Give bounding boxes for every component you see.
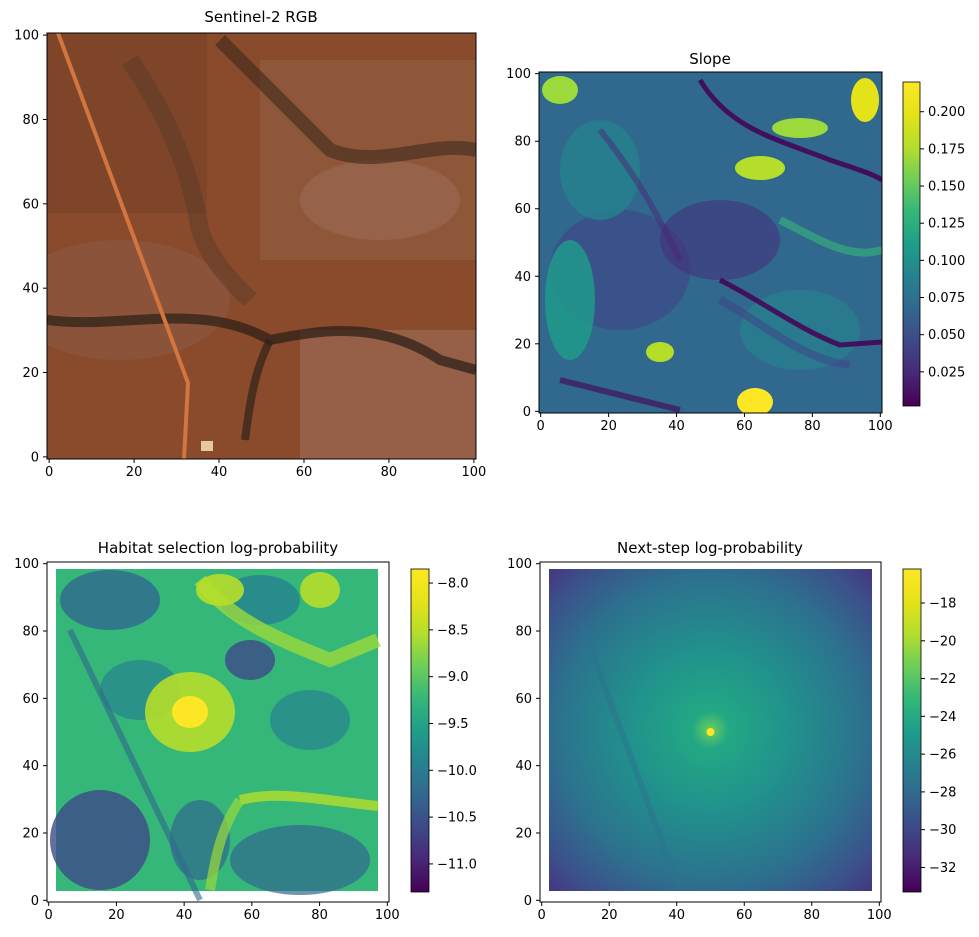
y-tick-label: 80 xyxy=(22,113,39,128)
colorbar-tick-label: −11.0 xyxy=(437,857,477,872)
colorbar-tick-label: 0.200 xyxy=(928,105,965,120)
x-tick-label: 40 xyxy=(668,908,685,923)
next-step-image xyxy=(540,562,881,902)
x-tick-label: 60 xyxy=(736,419,753,434)
colorbar-tick-label: −26 xyxy=(929,748,956,763)
colorbar-tick-label: −18 xyxy=(929,597,956,612)
colorbar-tick-label: 0.150 xyxy=(928,180,965,195)
axes-frame-next-step xyxy=(539,561,882,903)
panel-title-next-step: Next-step log-probability xyxy=(617,539,803,557)
axes-frame-rgb xyxy=(46,32,477,460)
axes-frame-habitat xyxy=(46,561,390,903)
habitat-image xyxy=(47,562,389,902)
colorbar-tick-label: −32 xyxy=(929,861,956,876)
panel-slope: Slope 0 20 40 60 80 100 0 20 40 60 80 100 0.025 0.05… xyxy=(506,50,965,434)
y-tick-label: 100 xyxy=(14,29,39,44)
y-tick-label: 0 xyxy=(31,450,39,465)
panel-title-slope: Slope xyxy=(689,50,731,68)
x-tick-label: 60 xyxy=(244,908,261,923)
y-tick-label: 0 xyxy=(31,894,39,909)
x-tick-label: 0 xyxy=(45,908,53,923)
x-tick-label: 20 xyxy=(601,908,618,923)
colorbar-tick-label: 0.075 xyxy=(928,291,965,306)
x-tick-label: 80 xyxy=(804,419,821,434)
x-tick-label: 80 xyxy=(311,908,328,923)
panel-title-habitat: Habitat selection log-probability xyxy=(98,539,339,557)
colorbar-next-step xyxy=(902,568,922,893)
colorbar-tick-label: 0.100 xyxy=(928,254,965,269)
y-tick-label: 100 xyxy=(507,557,532,572)
colorbar-tick-label: 0.125 xyxy=(928,217,965,232)
y-tick-label: 40 xyxy=(22,759,39,774)
x-tick-label: 0 xyxy=(538,908,546,923)
peak-marker xyxy=(706,728,715,736)
colorbar-tick-label: −20 xyxy=(929,634,956,649)
x-tick-label: 100 xyxy=(375,908,400,923)
y-tick-label: 80 xyxy=(515,625,532,640)
panel-sentinel2-rgb: Sentinel-2 RGB 0 20 40 60 80 100 0 20 40 60 80 100 xyxy=(14,8,486,480)
x-tick-label: 0 xyxy=(537,419,545,434)
y-tick-label: 0 xyxy=(523,405,531,420)
colorbar-tick-label: 0.025 xyxy=(928,365,965,380)
y-tick-label: 20 xyxy=(22,826,39,841)
y-tick-label: 40 xyxy=(514,270,531,285)
x-tick-label: 60 xyxy=(296,465,313,480)
colorbar-tick-label: −28 xyxy=(929,785,956,800)
y-tick-label: 20 xyxy=(514,337,531,352)
y-tick-label: 60 xyxy=(514,202,531,217)
colorbar-tick-label: −8.5 xyxy=(437,623,469,638)
colorbar-tick-label: 0.175 xyxy=(928,142,965,157)
colorbar-tick-label: −22 xyxy=(929,672,956,687)
y-tick-label: 40 xyxy=(515,759,532,774)
axes-frame-slope xyxy=(538,71,883,414)
colorbar-tick-label: −9.0 xyxy=(437,670,469,685)
y-tick-label: 20 xyxy=(515,826,532,841)
x-tick-label: 100 xyxy=(461,465,486,480)
y-tick-label: 60 xyxy=(515,692,532,707)
y-tick-label: 80 xyxy=(22,625,39,640)
rgb-image xyxy=(47,33,476,459)
colorbar-tick-label: 0.050 xyxy=(928,328,965,343)
colorbar-tick-label: −10.0 xyxy=(437,764,477,779)
x-tick-label: 40 xyxy=(176,908,193,923)
y-tick-label: 20 xyxy=(22,366,39,381)
y-tick-label: 0 xyxy=(524,894,532,909)
colorbar-tick-label: −8.0 xyxy=(437,577,469,592)
x-tick-label: 40 xyxy=(211,465,228,480)
x-tick-label: 60 xyxy=(736,908,753,923)
slope-image xyxy=(539,72,882,413)
x-tick-label: 100 xyxy=(868,419,893,434)
panel-next-step: Next-step log-probability 0 20 40 60 80 100 0 2… xyxy=(507,539,956,923)
y-tick-label: 60 xyxy=(22,692,39,707)
panel-habitat-selection: Habitat selection log-probability 0 20 40 6… xyxy=(14,539,477,923)
x-tick-label: 100 xyxy=(867,908,892,923)
y-tick-label: 40 xyxy=(22,282,39,297)
y-tick-label: 100 xyxy=(14,557,39,572)
y-tick-label: 80 xyxy=(514,135,531,150)
x-tick-label: 80 xyxy=(804,908,821,923)
y-tick-label: 100 xyxy=(506,67,531,82)
x-tick-label: 20 xyxy=(126,465,143,480)
colorbar-tick-label: −10.5 xyxy=(437,811,477,826)
y-tick-label: 60 xyxy=(22,197,39,212)
colorbar-tick-label: −9.5 xyxy=(437,717,469,732)
x-tick-label: 40 xyxy=(668,419,685,434)
x-tick-label: 0 xyxy=(45,465,53,480)
x-tick-label: 20 xyxy=(108,908,125,923)
colorbar-habitat xyxy=(410,568,430,893)
x-tick-label: 80 xyxy=(381,465,398,480)
x-tick-label: 20 xyxy=(600,419,617,434)
colorbar-tick-label: −30 xyxy=(929,823,956,838)
colorbar-tick-label: −24 xyxy=(929,710,956,725)
panel-title-rgb: Sentinel-2 RGB xyxy=(204,8,317,26)
colorbar-slope xyxy=(902,81,921,407)
